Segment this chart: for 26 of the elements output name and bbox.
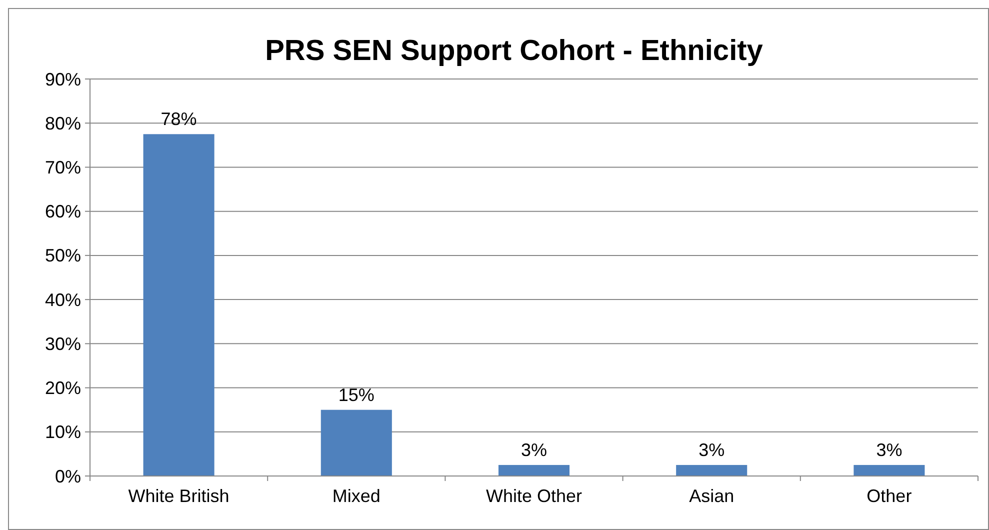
x-tick-label: Mixed <box>332 486 380 506</box>
bar <box>498 464 570 476</box>
y-tick-label: 20% <box>44 378 81 398</box>
y-tick-label: 30% <box>44 334 81 354</box>
x-tick-label: Other <box>866 486 912 506</box>
y-tick-label: 10% <box>44 422 81 442</box>
x-tick-label: Asian <box>689 486 734 506</box>
data-label: 78% <box>160 109 197 130</box>
bar <box>143 134 214 476</box>
data-label: 3% <box>698 440 725 460</box>
y-tick-label: 60% <box>44 202 81 222</box>
y-tick-label: 90% <box>44 69 81 90</box>
y-tick-label: 50% <box>44 246 81 266</box>
x-tick-label: White Other <box>486 486 582 506</box>
y-tick-label: 80% <box>44 113 81 134</box>
x-tick-label: White British <box>128 486 230 506</box>
bar <box>320 410 392 476</box>
data-label: 15% <box>338 384 374 405</box>
y-tick-label: 40% <box>44 290 81 310</box>
data-label: 3% <box>876 440 902 460</box>
bar <box>854 464 925 476</box>
bar <box>676 464 748 476</box>
y-tick-label: 70% <box>44 158 81 178</box>
chart-title: PRS SEN Support Cohort - Ethnicity <box>265 35 763 67</box>
data-label: 3% <box>520 440 548 460</box>
y-tick-label: 0% <box>54 466 81 486</box>
